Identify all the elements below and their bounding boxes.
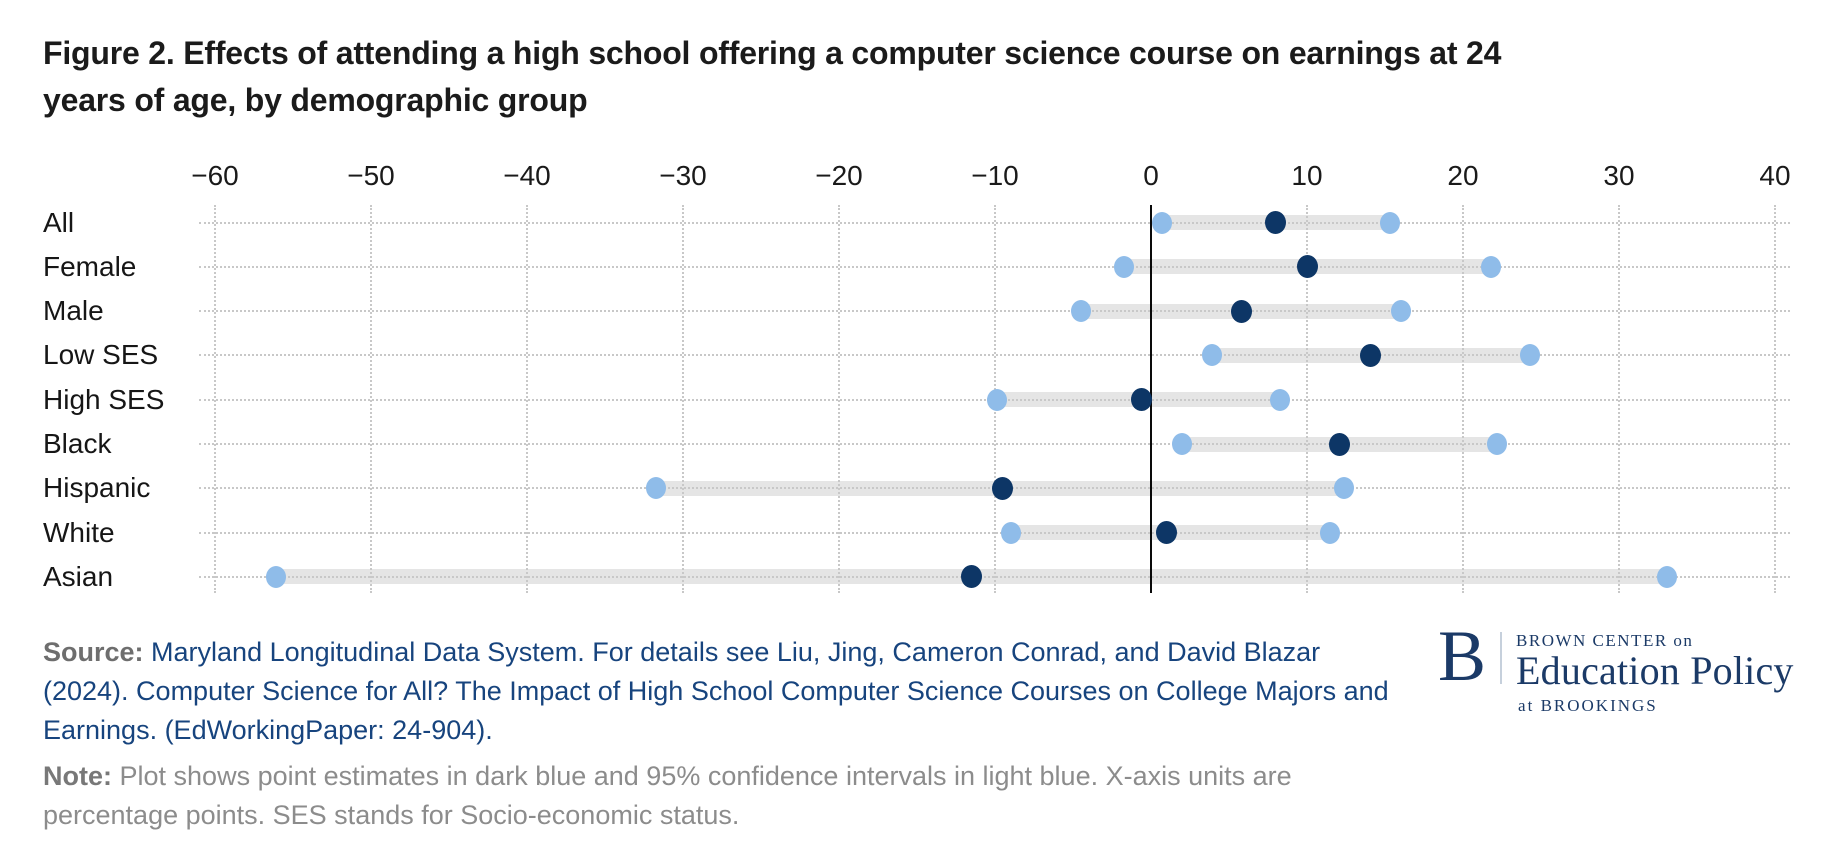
row-label: High SES xyxy=(43,383,165,415)
estimate-dot xyxy=(1329,432,1351,456)
estimate-dot xyxy=(961,565,983,589)
row-gridline xyxy=(199,265,1790,268)
x-tick-label: 40 xyxy=(1759,160,1791,191)
row-label: Low SES xyxy=(43,339,159,371)
estimate-dot xyxy=(1265,211,1287,234)
ci-lower-dot xyxy=(646,477,667,500)
ci-upper-dot xyxy=(1390,300,1411,323)
logo-wordmark: BROWN CENTER on Education Policy at BROO… xyxy=(1516,626,1794,715)
source-text: Source: Maryland Longitudinal Data Syste… xyxy=(43,633,1408,750)
source-citation: Maryland Longitudinal Data System. For d… xyxy=(43,637,1389,745)
x-tick-label: −20 xyxy=(815,160,863,191)
brookings-logo: B BROWN CENTER on Education Policy at BR… xyxy=(1438,616,1794,715)
logo-line-at-brookings: at BROOKINGS xyxy=(1518,696,1658,715)
ci-upper-dot xyxy=(1520,344,1541,367)
x-tick-label: 30 xyxy=(1603,160,1635,191)
ci-lower-dot xyxy=(986,388,1007,411)
source-label: Source: xyxy=(43,637,144,667)
x-tick-label: −30 xyxy=(659,160,707,191)
x-tick-label: 10 xyxy=(1291,160,1323,191)
ci-upper-dot xyxy=(1657,565,1678,588)
x-tick-label: −10 xyxy=(971,160,1019,191)
estimate-dot xyxy=(992,476,1014,500)
row-label: White xyxy=(43,516,115,548)
row-label: Female xyxy=(43,250,137,282)
note-body: Plot shows point estimates in dark blue … xyxy=(43,761,1292,830)
ci-upper-dot xyxy=(1487,433,1508,455)
figure-title: Figure 2. Effects of attending a high sc… xyxy=(43,35,1502,118)
estimate-dot xyxy=(1230,299,1252,323)
estimate-dot xyxy=(1131,388,1153,412)
row-label: Male xyxy=(43,295,104,327)
estimate-dot xyxy=(1296,255,1318,279)
row-gridline xyxy=(199,443,1790,445)
x-tick-label: −60 xyxy=(191,160,239,191)
row-gridline xyxy=(199,221,1790,224)
ci-upper-dot xyxy=(1270,388,1291,411)
x-tick-label: −50 xyxy=(347,160,395,191)
row-gridline xyxy=(199,354,1790,357)
ci-upper-dot xyxy=(1379,211,1400,234)
ci-upper-dot xyxy=(1320,521,1341,544)
x-tick-label: 20 xyxy=(1447,160,1479,191)
x-tick-label: 0 xyxy=(1143,160,1159,191)
ci-upper-dot xyxy=(1481,255,1502,278)
row-label: Asian xyxy=(43,560,114,592)
ci-lower-dot xyxy=(1114,255,1135,278)
note-text: Note: Plot shows point estimates in dark… xyxy=(43,757,1378,835)
logo-line-education-policy: Education Policy xyxy=(1516,648,1794,693)
plot-area xyxy=(199,205,1790,593)
row-gridline xyxy=(199,310,1790,313)
ci-lower-dot xyxy=(265,565,286,588)
ci-lower-dot xyxy=(1201,344,1222,367)
note-label: Note: xyxy=(43,761,112,791)
row-label: Black xyxy=(43,428,112,459)
estimate-dot xyxy=(1156,521,1178,545)
ci-lower-dot xyxy=(1151,211,1172,234)
ci-lower-dot xyxy=(1172,433,1193,455)
row-label: All xyxy=(43,206,75,238)
ci-lower-dot xyxy=(1070,300,1091,323)
ci-lower-dot xyxy=(1000,521,1021,544)
logo-line-brown-center: BROWN CENTER on xyxy=(1516,631,1694,650)
brookings-b-mark: B xyxy=(1438,616,1487,696)
row-gridline xyxy=(199,575,1790,578)
row-label: Hispanic xyxy=(43,472,151,504)
ci-upper-dot xyxy=(1334,477,1355,500)
logo-divider-line xyxy=(1500,632,1503,684)
x-tick-label: −40 xyxy=(503,160,551,191)
estimate-dot xyxy=(1360,343,1382,367)
row-gridline xyxy=(199,531,1790,534)
